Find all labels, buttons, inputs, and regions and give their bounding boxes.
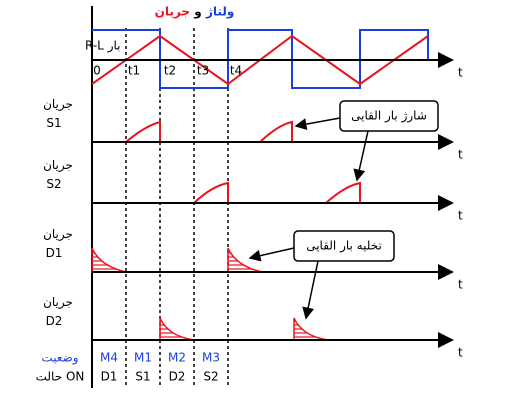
callout-box — [339, 100, 439, 132]
axis-label: t — [458, 346, 463, 360]
axis-label: t — [458, 209, 463, 223]
state-label: وضعیت — [41, 351, 78, 366]
callout-box — [293, 230, 395, 262]
layout — [91, 6, 454, 388]
time-label: t3 — [197, 64, 209, 78]
title-voltage: ولتاژ — [205, 5, 234, 20]
callout-arrow — [248, 247, 295, 262]
mode: M3 — [202, 351, 220, 365]
callout-arrow — [353, 130, 369, 182]
axis-label: t — [458, 66, 463, 80]
time-label: t1 — [128, 64, 140, 78]
voltage-wave — [92, 29, 429, 89]
d1-current — [91, 247, 263, 273]
time-label: t4 — [230, 64, 242, 78]
on-device: D2 — [169, 370, 186, 384]
callout-text: تخلیه بار القایی — [306, 239, 382, 254]
s2-current — [193, 181, 361, 204]
mode: M1 — [134, 351, 152, 365]
callout-arrow — [302, 260, 319, 320]
title-and: و — [193, 5, 201, 20]
on-device: D1 — [101, 370, 118, 384]
time-label: 0 — [93, 64, 101, 78]
row-label: بار R-L — [85, 39, 120, 54]
axis-label: t — [458, 278, 463, 292]
on-label: حالت ON — [36, 370, 85, 384]
s1-current — [92, 120, 293, 143]
callout-arrow — [294, 117, 341, 131]
row-label: جریان S1 — [43, 97, 73, 130]
row-label: جریان S2 — [43, 158, 73, 191]
row-label: جریان D2 — [43, 295, 73, 328]
mode: M4 — [100, 351, 118, 365]
title-current: جریان — [155, 5, 190, 19]
d2-current — [159, 317, 329, 341]
on-device: S2 — [203, 370, 218, 384]
on-device: S1 — [135, 370, 150, 384]
row-label: جریان D1 — [43, 227, 73, 260]
time-label: t2 — [164, 64, 176, 78]
callout-text: شارژ بار القایی — [351, 109, 427, 124]
axis-label: t — [458, 148, 463, 162]
mode: M2 — [168, 351, 186, 365]
